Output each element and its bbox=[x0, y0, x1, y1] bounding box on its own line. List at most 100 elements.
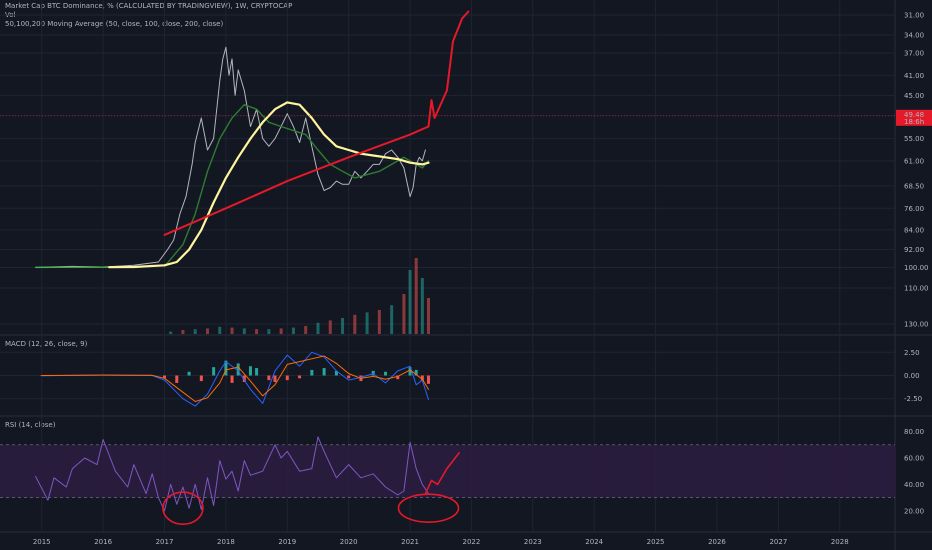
volume-bar bbox=[365, 312, 369, 334]
annotation-circle bbox=[162, 491, 204, 525]
price-series bbox=[35, 46, 426, 268]
signal-line bbox=[41, 355, 429, 402]
price-tick-label: 84.00 bbox=[904, 226, 924, 234]
macd-histogram-bar bbox=[248, 366, 252, 376]
macd-histogram-bar bbox=[230, 375, 234, 383]
volume-bar bbox=[420, 278, 424, 334]
x-tick-label: 2025 bbox=[647, 538, 665, 546]
volume-bar bbox=[341, 318, 345, 334]
x-tick-label: 2018 bbox=[217, 538, 235, 546]
price-tick-label: 130.00 bbox=[904, 321, 929, 329]
macd-histogram-bar bbox=[322, 368, 326, 376]
x-tick-label: 2021 bbox=[401, 538, 419, 546]
rsi-legend: RSI (14, close) bbox=[5, 421, 56, 429]
x-tick-label: 2020 bbox=[340, 538, 358, 546]
macd-histogram-bar bbox=[414, 369, 418, 376]
rsi-tick-label: 60.00 bbox=[904, 455, 924, 463]
macd-histogram-bar bbox=[273, 375, 277, 382]
macd-tick-label: -2.50 bbox=[904, 395, 922, 403]
macd-histogram-bar bbox=[212, 367, 216, 376]
volume-bar bbox=[205, 328, 209, 334]
moving-average-line bbox=[108, 101, 430, 269]
moving-average-line bbox=[163, 104, 430, 268]
price-tick-label: 68.50 bbox=[904, 182, 924, 190]
volume-bar bbox=[181, 330, 185, 334]
price-tick-label: 34.00 bbox=[904, 31, 924, 39]
macd-histogram-bar bbox=[267, 375, 271, 381]
macd-tick-label: 0.00 bbox=[904, 372, 920, 380]
macd-histogram-bar bbox=[255, 368, 259, 376]
x-tick-label: 2024 bbox=[585, 538, 603, 546]
macd-histogram-bar bbox=[426, 375, 430, 384]
macd-histogram-bar bbox=[236, 363, 240, 376]
volume-bar bbox=[230, 327, 234, 334]
annotation-trendline bbox=[427, 10, 470, 128]
volume-bar bbox=[408, 270, 412, 334]
volume-bar bbox=[426, 298, 430, 334]
macd-histogram-bar bbox=[310, 369, 314, 376]
macd-legend: MACD (12, 26, close, 9) bbox=[5, 340, 88, 348]
volume-bar bbox=[328, 320, 332, 334]
volume-bar bbox=[193, 329, 197, 334]
macd-line bbox=[41, 351, 429, 407]
x-tick-label: 2026 bbox=[708, 538, 726, 546]
rsi-line bbox=[35, 436, 429, 512]
price-tick-label: 100.00 bbox=[904, 264, 929, 272]
macd-histogram-bar bbox=[396, 375, 400, 380]
volume-bar bbox=[316, 322, 320, 334]
macd-histogram-bar bbox=[163, 375, 167, 379]
macd-histogram-bar bbox=[334, 370, 338, 376]
macd-tick-label: 2.50 bbox=[904, 349, 920, 357]
x-tick-label: 2019 bbox=[278, 538, 296, 546]
volume-bar bbox=[304, 326, 308, 334]
rsi-tick-label: 80.00 bbox=[904, 428, 924, 436]
volume-bar bbox=[414, 258, 418, 334]
macd-histogram-bar bbox=[175, 375, 179, 383]
volume-bar bbox=[390, 305, 394, 334]
price-tick-label: 92.00 bbox=[904, 246, 924, 254]
x-tick-label: 2016 bbox=[94, 538, 112, 546]
macd-histogram-bar bbox=[199, 375, 203, 382]
macd-histogram-bar bbox=[408, 367, 412, 376]
current-price-label: 49.48 bbox=[904, 111, 924, 119]
moving-average-legend: 50,100,200 Moving Average (50, close, 10… bbox=[5, 20, 224, 28]
volume-bar bbox=[218, 326, 222, 334]
current-price-tag bbox=[896, 109, 932, 126]
price-tick-label: 55.00 bbox=[904, 135, 924, 143]
macd-histogram-bar bbox=[242, 375, 246, 382]
x-tick-label: 2015 bbox=[33, 538, 51, 546]
volume-bar bbox=[169, 331, 173, 334]
price-tick-label: 110.00 bbox=[904, 284, 929, 292]
annotation-trendline bbox=[163, 125, 430, 236]
x-tick-label: 2028 bbox=[831, 538, 849, 546]
price-tick-label: 31.00 bbox=[904, 12, 924, 20]
price-tick-label: 41.00 bbox=[904, 72, 924, 80]
volume-bar bbox=[279, 328, 283, 334]
macd-histogram-bar bbox=[347, 375, 351, 379]
price-tick-label: 61.00 bbox=[904, 157, 924, 165]
annotation-circle bbox=[397, 493, 460, 523]
volume-bar bbox=[402, 294, 406, 334]
macd-histogram-bar bbox=[224, 360, 228, 376]
rsi-tick-label: 40.00 bbox=[904, 481, 924, 489]
volume-bar bbox=[267, 329, 271, 334]
rsi-tick-label: 20.00 bbox=[904, 507, 924, 515]
volume-bar bbox=[242, 328, 246, 334]
price-tick-label: 37.00 bbox=[904, 50, 924, 58]
x-tick-label: 2023 bbox=[524, 538, 542, 546]
macd-histogram-bar bbox=[298, 375, 302, 379]
price-tick-label: 76.00 bbox=[904, 205, 924, 213]
volume-bar bbox=[353, 314, 357, 334]
volume-bar bbox=[291, 327, 295, 334]
macd-histogram-bar bbox=[187, 371, 191, 376]
x-tick-label: 2022 bbox=[463, 538, 481, 546]
macd-histogram-bar bbox=[384, 371, 388, 376]
current-time-label: 18:6h bbox=[904, 118, 924, 126]
price-tick-label: 45.00 bbox=[904, 92, 924, 100]
macd-histogram-bar bbox=[420, 375, 424, 382]
macd-histogram-bar bbox=[285, 375, 289, 381]
volume-bar bbox=[377, 310, 381, 334]
rsi-annotation bbox=[424, 451, 460, 495]
x-tick-label: 2017 bbox=[156, 538, 174, 546]
